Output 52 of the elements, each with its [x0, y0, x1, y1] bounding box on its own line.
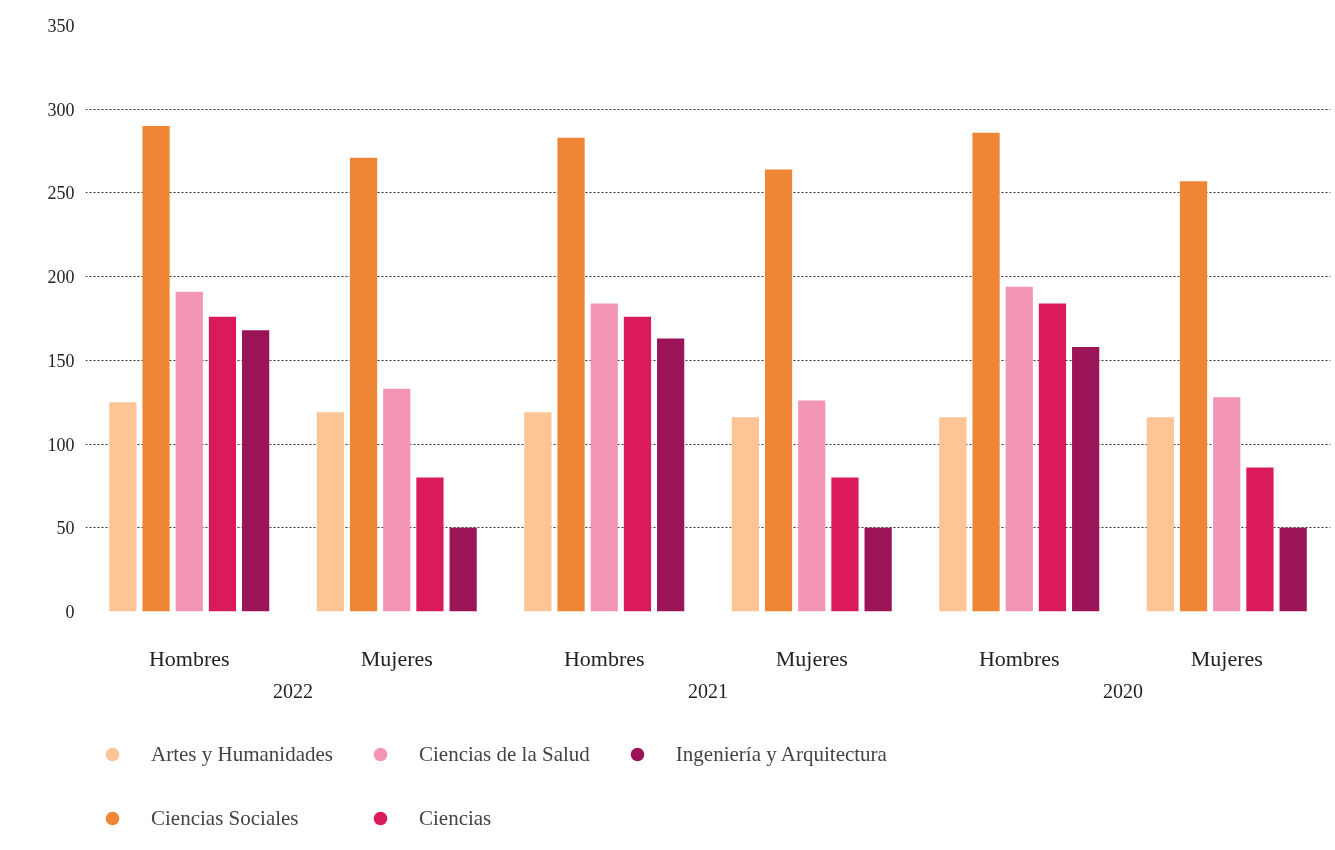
bar: [798, 400, 826, 612]
bar: [623, 316, 652, 612]
y-tick-label: 50: [56, 518, 75, 539]
text: 2022: [273, 679, 313, 702]
bar: [1072, 346, 1100, 612]
bar: [1179, 181, 1208, 612]
text: 2020: [1103, 679, 1143, 702]
bar: [939, 417, 967, 612]
y-tick-label: 0: [65, 602, 75, 622]
bar: [449, 527, 477, 612]
text: 2021: [688, 679, 728, 702]
bar: [1246, 467, 1274, 612]
bar: [242, 330, 270, 612]
x-tick-label: Mujeres: [775, 645, 848, 671]
bar: [109, 402, 137, 612]
bar: [764, 169, 793, 612]
x-tick-label: Mujeres: [1190, 645, 1263, 671]
y-tick-label: 200: [47, 267, 75, 288]
legend-label: Ciencias de la Salud: [418, 741, 590, 767]
bar: [590, 303, 618, 612]
bar: [416, 477, 444, 612]
y-tick-label: 350: [47, 16, 75, 36]
legend-label: Ciencias: [418, 805, 492, 831]
bar: [208, 316, 237, 612]
bar: [972, 132, 1000, 612]
x-tick-label: Hombres: [978, 645, 1060, 671]
bar: [1213, 397, 1241, 612]
y-tick-label: 150: [47, 350, 75, 371]
legend-label: Ciencias Sociales: [151, 805, 299, 831]
bar: [316, 412, 344, 612]
bar: [175, 291, 203, 612]
bar: [383, 388, 411, 612]
y-tick-label: 300: [47, 99, 75, 120]
bar: [349, 157, 378, 612]
bar: [557, 137, 585, 612]
bar: [657, 338, 685, 612]
bar: [142, 125, 170, 612]
bar: [1146, 417, 1174, 612]
bar: [731, 417, 759, 612]
legend-label: Ingeniería y Arquitectura: [675, 741, 887, 767]
y-tick-label: 100: [47, 434, 75, 455]
bar: [864, 527, 892, 612]
y-tick-label: 250: [47, 183, 75, 204]
bar: [1279, 527, 1307, 612]
bar: [831, 477, 859, 612]
bar: [524, 412, 552, 612]
x-tick-label: Hombres: [563, 645, 645, 671]
bar: [1005, 286, 1033, 612]
x-tick-label: Hombres: [148, 645, 230, 671]
x-tick-label: Mujeres: [360, 645, 433, 671]
bar: [1038, 303, 1067, 612]
legend-label: Artes y Humanidades: [151, 741, 333, 767]
